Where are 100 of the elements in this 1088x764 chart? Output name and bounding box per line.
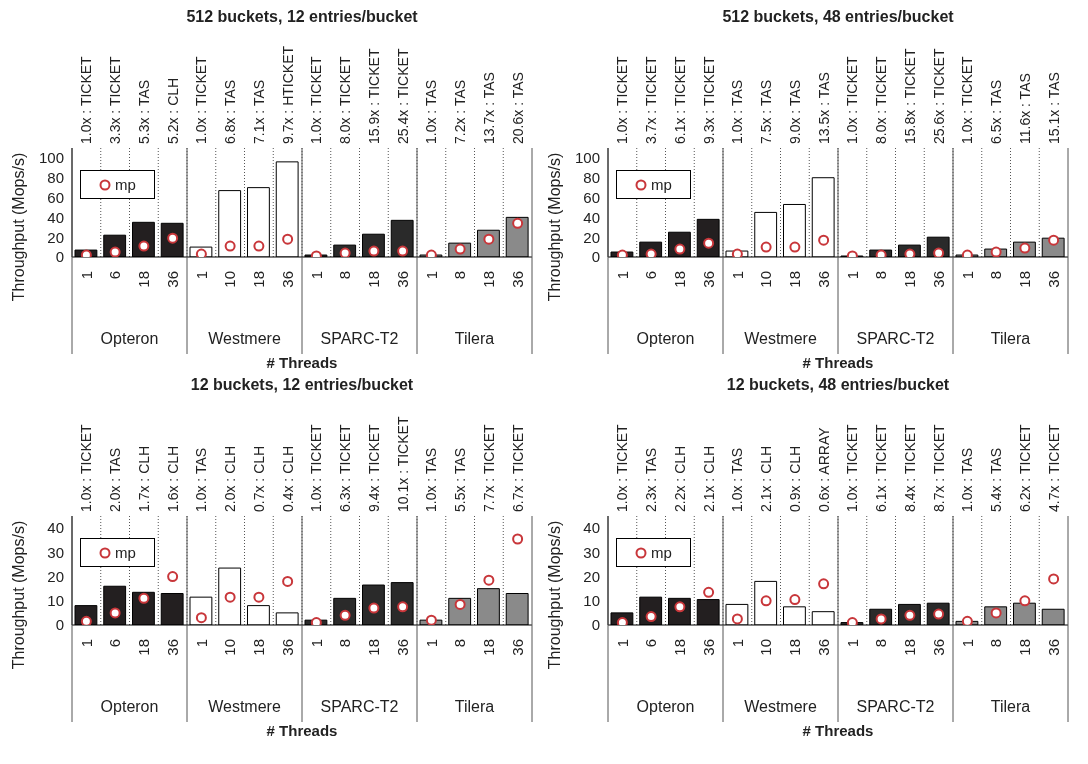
x-tick-label: 18 — [480, 639, 498, 656]
x-tick-label: 1 — [77, 271, 95, 280]
x-tick-label: 18 — [1016, 271, 1034, 288]
chart-title: 12 buckets, 48 entries/bucket — [725, 376, 951, 395]
text: 8.0x : TICKET — [337, 55, 354, 144]
x-tick-label: 8 — [987, 271, 1005, 280]
text: 15.1x : TAS — [1045, 72, 1062, 144]
text: 0.6x : ARRAY — [815, 426, 832, 512]
x-tick-label: 1 — [422, 639, 440, 648]
x-axis-title: # Threads — [801, 722, 875, 739]
x-tick-label: 10 — [757, 271, 775, 288]
text: 0.4x : CLH — [279, 445, 296, 512]
x-tick-label: 36 — [1044, 639, 1062, 656]
x-tick-label: 1 — [307, 271, 325, 280]
text: 1.0x : TICKET — [308, 423, 325, 512]
text: 2.3x : TAS — [643, 447, 660, 512]
x-tick-label: 1 — [843, 639, 861, 648]
x-tick-label: 36 — [929, 271, 947, 288]
text: 1.0x : TICKET — [844, 423, 861, 512]
text: 8.4x : TICKET — [901, 423, 918, 512]
text: 6.1x : TICKET — [671, 55, 688, 144]
text: 0.7x : CLH — [250, 445, 267, 512]
text: Opteron — [99, 330, 160, 348]
x-tick-label: 36 — [508, 271, 526, 288]
text: Tilera — [453, 330, 496, 348]
y-tick-label: 0 — [591, 616, 600, 634]
text: 25.4x : TICKET — [394, 48, 411, 144]
x-tick-label: 8 — [872, 271, 890, 280]
x-tick-label: 6 — [106, 271, 124, 280]
text: 1.0x : TICKET — [308, 55, 325, 144]
y-tick-label: 40 — [583, 208, 600, 226]
text: 6.3x : TICKET — [337, 423, 354, 512]
x-tick-label: 18 — [1016, 639, 1034, 656]
text: SPARC-T2 — [855, 330, 936, 348]
text: Westmere — [743, 330, 818, 348]
text: 6.1x : TICKET — [873, 423, 890, 512]
text: 1.0x : TICKET — [614, 55, 631, 144]
x-tick-label: 1 — [843, 271, 861, 280]
y-tick-label: 60 — [583, 188, 600, 206]
text: 13.5x : TAS — [815, 72, 832, 144]
x-tick-label: 1 — [728, 639, 746, 648]
x-tick-label: 18 — [786, 271, 804, 288]
x-tick-label: 10 — [221, 271, 239, 288]
y-tick-label: 80 — [47, 169, 64, 187]
text: 2.2x : CLH — [671, 445, 688, 512]
x-tick-label: 36 — [278, 271, 296, 288]
y-tick-label: 100 — [38, 149, 64, 167]
y-tick-label: 60 — [47, 188, 64, 206]
x-tick-label: 18 — [901, 639, 919, 656]
y-axis-title: Throughput (Mops/s) — [10, 152, 27, 302]
x-tick-label: 1 — [958, 639, 976, 648]
legend-label: mp — [114, 544, 136, 561]
text: 1.7x : CLH — [135, 445, 152, 512]
x-tick-label: 36 — [278, 639, 296, 656]
text: 8.0x : TICKET — [873, 55, 890, 144]
legend-label: mp — [650, 176, 672, 193]
legend-label: mp — [650, 544, 672, 561]
x-tick-label: 8 — [451, 639, 469, 648]
x-tick-label: 10 — [757, 639, 775, 656]
x-tick-label: 36 — [393, 271, 411, 288]
x-tick-label: 1 — [192, 639, 210, 648]
text: 7.7x : TICKET — [480, 423, 497, 512]
y-tick-label: 30 — [47, 543, 64, 561]
text: 1.0x : TICKET — [78, 55, 95, 144]
x-tick-label: 1 — [728, 271, 746, 280]
text: 5.5x : TAS — [452, 447, 469, 512]
y-axis-title: Throughput (Mops/s) — [546, 520, 563, 670]
x-tick-label: 18 — [365, 271, 383, 288]
y-tick-label: 0 — [55, 616, 64, 634]
x-tick-label: 8 — [336, 639, 354, 648]
x-tick-label: 18 — [135, 271, 153, 288]
x-tick-label: 18 — [365, 639, 383, 656]
x-tick-label: 1 — [192, 271, 210, 280]
text: SPARC-T2 — [855, 698, 936, 716]
text: 1.0x : TAS — [423, 79, 440, 144]
y-tick-label: 0 — [591, 248, 600, 266]
y-tick-label: 40 — [583, 519, 600, 537]
y-tick-label: 40 — [47, 519, 64, 537]
text: 0.9x : CLH — [786, 445, 803, 512]
text: 15.9x : TICKET — [365, 48, 382, 144]
x-tick-label: 1 — [613, 639, 631, 648]
text: 8.7x : TICKET — [930, 423, 947, 512]
x-tick-label: 36 — [699, 639, 717, 656]
text: 4.7x : TICKET — [1045, 423, 1062, 512]
x-tick-label: 18 — [135, 639, 153, 656]
text: 9.0x : TAS — [786, 79, 803, 144]
text: 6.8x : TAS — [222, 79, 239, 144]
text: 25.6x : TICKET — [930, 48, 947, 144]
x-tick-label: 36 — [814, 639, 832, 656]
text: 20.6x : TAS — [509, 72, 526, 144]
x-tick-label: 6 — [106, 639, 124, 648]
text: Westmere — [207, 330, 282, 348]
text: 10.1x : TICKET — [394, 416, 411, 512]
text: 13.7x : TAS — [480, 72, 497, 144]
x-tick-label: 18 — [901, 271, 919, 288]
text: 9.4x : TICKET — [365, 423, 382, 512]
text: 1.6x : CLH — [164, 445, 181, 512]
legend-label: mp — [114, 176, 136, 193]
text: 3.3x : TICKET — [107, 55, 124, 144]
chart-title: 12 buckets, 12 entries/bucket — [189, 376, 415, 395]
